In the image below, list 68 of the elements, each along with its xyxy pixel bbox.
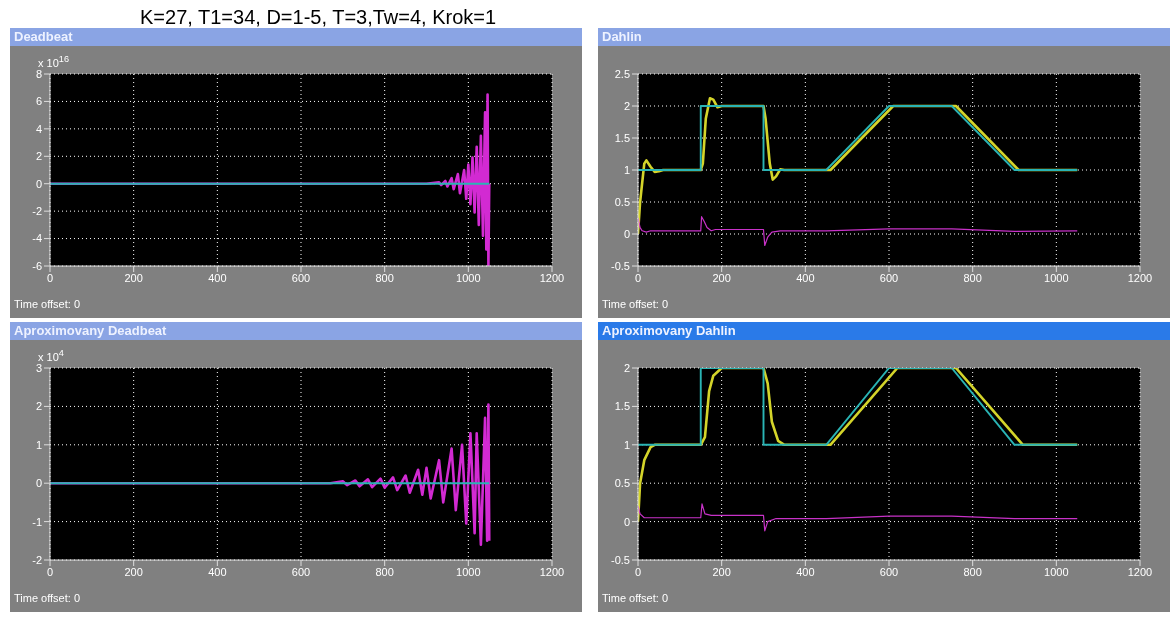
x-tick-label: 400 — [796, 271, 815, 284]
x-tick-label: 0 — [46, 565, 54, 578]
x-tick-label: 400 — [208, 271, 227, 284]
y-tick-label: 1 — [623, 163, 630, 176]
y-tick-label: 2.5 — [614, 67, 630, 80]
y-tick-label: -4 — [32, 232, 42, 245]
x-tick-label: 600 — [291, 565, 311, 578]
text: x 10$^{4}$ — [38, 348, 64, 363]
y-tick-label: 0 — [623, 515, 630, 528]
chart-subtitle: Dahlin — [598, 28, 1170, 46]
text: Time offset: 0 — [602, 592, 669, 604]
x-tick-label: 800 — [963, 565, 982, 578]
y-tick-label: 2 — [35, 150, 42, 163]
y-tick-label: 3 — [35, 361, 42, 374]
x-tick-label: 400 — [208, 565, 227, 578]
text: Time offset: 0 — [14, 592, 81, 604]
x-tick-label: 200 — [712, 565, 731, 578]
x-tick-label: 0 — [634, 565, 642, 578]
x-tick-label: 800 — [963, 271, 982, 284]
x-tick-label: 1200 — [539, 271, 565, 284]
y-tick-label: 1 — [623, 438, 630, 451]
y-tick-label: 2 — [35, 400, 42, 413]
x-tick-label: 1200 — [1127, 271, 1153, 284]
chart-subtitle: Deadbeat — [10, 28, 582, 46]
y-tick-label: 2 — [623, 361, 630, 374]
y-tick-label: 1 — [35, 438, 42, 451]
x-tick-label: 200 — [124, 271, 143, 284]
x-tick-label: 0 — [634, 271, 642, 284]
y-tick-label: 0 — [623, 227, 630, 240]
x-tick-label: 400 — [796, 565, 815, 578]
chart-subtitle: Aproximovany Dahlin — [598, 322, 1170, 340]
line-series — [638, 216, 1078, 247]
y-tick-label: 0.5 — [614, 195, 630, 208]
x-tick-label: 1000 — [1044, 565, 1069, 578]
text: Time offset: 0 — [14, 298, 81, 310]
text: Time offset: 0 — [602, 298, 669, 310]
x-tick-label: 600 — [291, 271, 311, 284]
x-tick-label: 200 — [124, 565, 143, 578]
y-tick-label: 4 — [35, 122, 42, 135]
y-tick-label: -2 — [32, 553, 42, 566]
x-tick-label: 600 — [879, 565, 899, 578]
y-tick-label: 8 — [35, 67, 42, 80]
x-tick-label: 1000 — [456, 565, 481, 578]
y-tick-label: 0 — [35, 177, 42, 190]
y-tick-label: 0.5 — [614, 477, 630, 490]
chart-title: K=27, T1=34, D=1-5, T=3,Tw=4, Krok=1 — [140, 6, 497, 29]
text: x 10$^{16}$ — [38, 54, 69, 69]
y-tick-label: 1.5 — [614, 131, 630, 144]
x-tick-label: 1200 — [1127, 565, 1153, 578]
line-series — [638, 503, 1078, 532]
y-tick-label: 1.5 — [614, 400, 630, 413]
x-tick-label: 600 — [879, 271, 899, 284]
x-tick-label: 0 — [46, 271, 54, 284]
y-tick-label: 2 — [623, 99, 630, 112]
y-tick-label: -2 — [32, 205, 42, 218]
x-tick-label: 1200 — [539, 565, 565, 578]
y-tick-label: -6 — [32, 259, 42, 272]
y-tick-label: -0.5 — [611, 259, 630, 272]
x-tick-label: 1000 — [1044, 271, 1069, 284]
x-tick-label: 1000 — [456, 271, 481, 284]
y-tick-label: -0.5 — [611, 553, 630, 566]
x-tick-label: 200 — [712, 271, 731, 284]
chart-subtitle: Aproximovany Deadbeat — [10, 322, 582, 340]
x-tick-label: 800 — [375, 565, 394, 578]
y-tick-label: 0 — [35, 477, 42, 490]
x-tick-label: 800 — [375, 271, 394, 284]
y-tick-label: 6 — [35, 95, 42, 108]
y-tick-label: -1 — [32, 515, 42, 528]
